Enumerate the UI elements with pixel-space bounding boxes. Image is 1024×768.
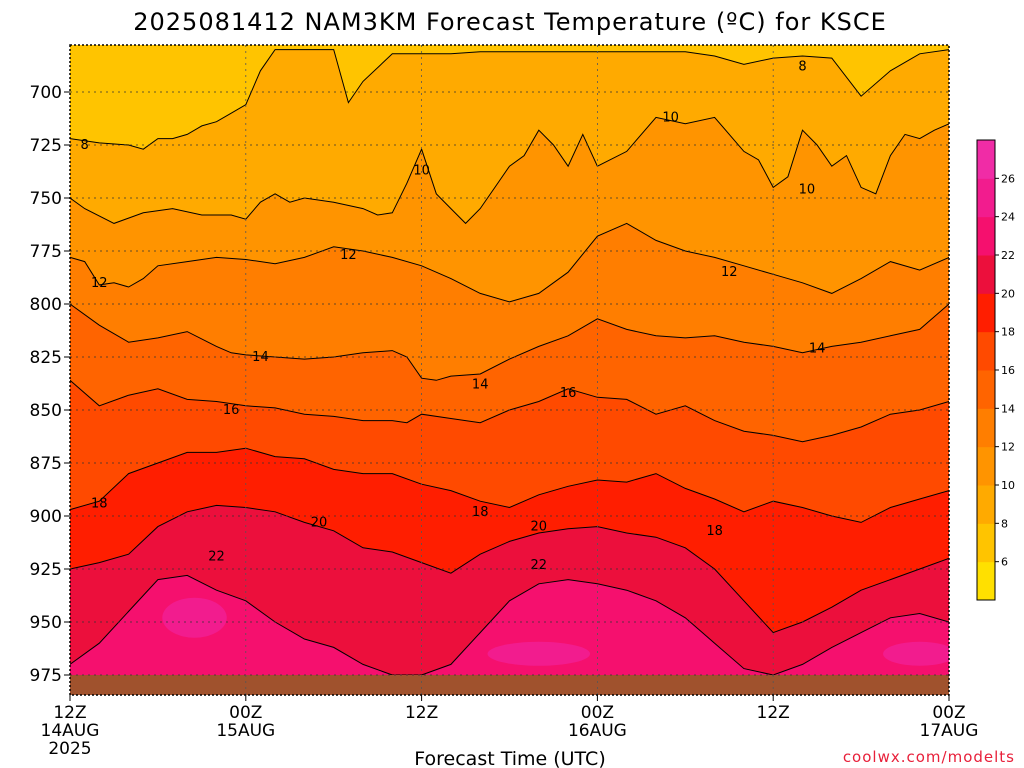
x-tick-label: 15AUG (216, 721, 275, 741)
contour-label: 16 (223, 403, 240, 418)
credit-text: coolwx.com/modelts (843, 748, 1015, 766)
contour-label: 10 (799, 183, 816, 198)
colorbar-swatch (977, 523, 995, 563)
colorbar-label: 12 (1001, 441, 1015, 454)
x-tick-label: 16AUG (568, 721, 627, 741)
y-tick-label: 975 (30, 666, 62, 686)
colorbar-swatch (977, 446, 995, 486)
colorbar-label: 8 (1001, 517, 1008, 530)
colorbar-swatch (977, 331, 995, 371)
x-axis-label: Forecast Time (UTC) (414, 748, 605, 768)
contour-label: 14 (472, 378, 489, 393)
contour-label: 8 (798, 60, 806, 75)
x-tick-label: 00Z (932, 703, 965, 723)
plot-frame (69, 44, 950, 696)
y-tick-label: 925 (30, 560, 62, 580)
contour-label: 22 (208, 549, 225, 564)
y-tick-label: 725 (30, 136, 62, 156)
colorbar-label: 6 (1001, 556, 1008, 569)
contour-line-12 (70, 222, 949, 303)
x-tick-label: 00Z (581, 703, 614, 723)
warm-pocket-1 (162, 597, 227, 638)
contour-label: 12 (721, 265, 738, 280)
contour-line-10 (70, 116, 949, 225)
contour-label: 20 (531, 520, 548, 535)
y-tick-label: 950 (30, 613, 62, 633)
contour-label: 12 (91, 276, 108, 291)
x-tick-label: 12Z (757, 703, 790, 723)
contour-label: 10 (413, 163, 430, 178)
colorbar-label: 10 (1001, 479, 1015, 492)
colorbar-swatch (977, 178, 995, 218)
colorbar-swatch (977, 561, 995, 601)
y-tick-label: 800 (30, 295, 62, 315)
chart-title: 2025081412 NAM3KM Forecast Temperature (… (133, 8, 887, 36)
warm-pocket-2 (487, 641, 591, 666)
contour-label: 12 (340, 248, 357, 263)
y-tick-label: 850 (30, 401, 62, 421)
contour-label: 14 (809, 342, 826, 357)
contour-label: 16 (560, 386, 577, 401)
colorbar-label: 16 (1001, 364, 1015, 377)
colorbar-label: 24 (1001, 211, 1015, 224)
x-tick-label: 2025 (48, 739, 91, 759)
contour-label: 18 (472, 505, 489, 520)
contour-label: 22 (531, 558, 548, 573)
y-tick-label: 750 (30, 189, 62, 209)
contour-label: 10 (662, 110, 679, 125)
x-tick-label: 12Z (405, 703, 438, 723)
colorbar-swatch (977, 293, 995, 333)
temp-band-22 (70, 575, 949, 695)
y-tick-label: 875 (30, 454, 62, 474)
warm-pocket-3 (883, 641, 949, 666)
y-tick-label: 825 (30, 348, 62, 368)
contour-label: 14 (252, 350, 269, 365)
colorbar-label: 22 (1001, 249, 1015, 262)
colorbar-label: 14 (1001, 402, 1015, 415)
contour-line-14 (70, 303, 949, 381)
colorbar-label: 18 (1001, 326, 1015, 339)
colorbar-swatch (977, 140, 995, 179)
contour-label: 8 (81, 138, 89, 153)
colorbar-swatch (977, 485, 995, 524)
x-tick-label: 14AUG (41, 721, 100, 741)
contour-line-16 (70, 379, 949, 443)
colorbar-swatch (977, 255, 995, 294)
y-tick-label: 900 (30, 507, 62, 527)
contour-label: 18 (91, 496, 108, 511)
colorbar-swatch (977, 216, 995, 256)
x-tick-label: 17AUG (920, 721, 979, 741)
colorbar-label: 20 (1001, 287, 1015, 300)
contour-label: 18 (706, 524, 723, 539)
y-tick-label: 775 (30, 242, 62, 262)
colorbar-label: 26 (1001, 172, 1015, 185)
contour-line-8 (70, 49, 949, 150)
x-tick-label: 12Z (53, 703, 86, 723)
y-tick-label: 700 (30, 83, 62, 103)
surface-ground (70, 675, 949, 695)
contour-line-18 (70, 447, 949, 523)
colorbar-swatch (977, 408, 995, 448)
contour-label: 20 (311, 515, 328, 530)
contour-line-22 (70, 574, 949, 676)
colorbar-swatch (977, 370, 995, 409)
x-tick-label: 00Z (229, 703, 262, 723)
